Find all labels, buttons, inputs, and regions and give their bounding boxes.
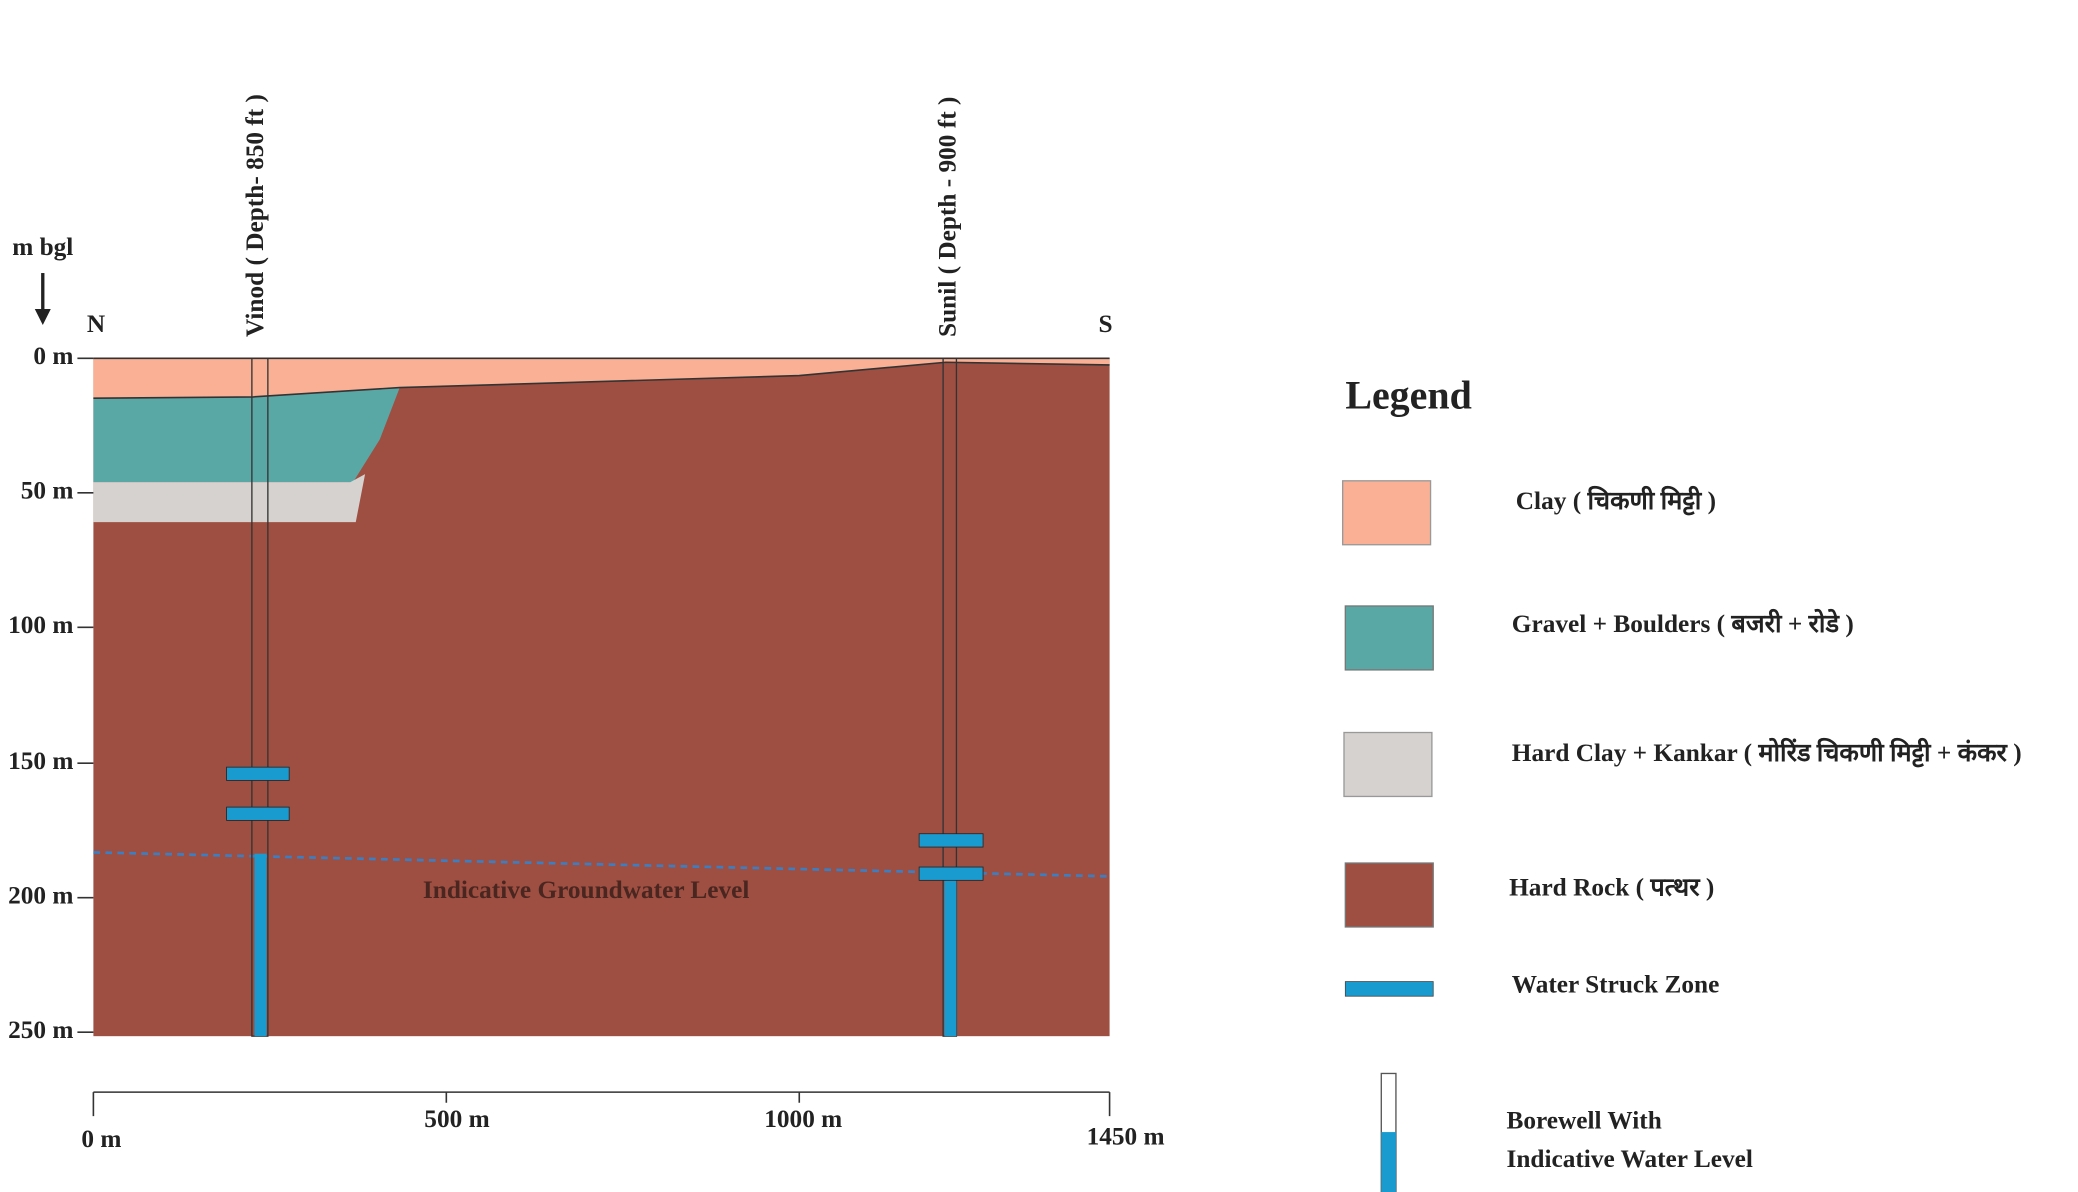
water-struck-zone (226, 766, 290, 781)
groundwater-label: Indicative Groundwater Level (423, 876, 750, 904)
legend-swatch (1344, 862, 1434, 928)
legend: Legend Clay ( चिकणी मिट्टी ) Gravel + Bo… (1341, 373, 2022, 1192)
depth-axis: 0 m 50 m 100 m 150 m 200 m 250 m (8, 342, 94, 1044)
depth-ticks (77, 357, 94, 1033)
scale-bar (92, 1091, 1111, 1117)
depth-label: 0 m (33, 342, 73, 370)
unit-label: m bgl (12, 233, 73, 261)
distance-label: 0 m (81, 1125, 121, 1153)
legend-borewell-water (1381, 1132, 1396, 1192)
hard-clay-layer (93, 474, 366, 523)
distance-label: 500 m (424, 1105, 489, 1133)
legend-label: Borewell With (1506, 1107, 1661, 1135)
depth-label: 50 m (21, 477, 74, 505)
legend-label: Clay ( चिकणी मिट्टी ) (1516, 485, 1716, 516)
south-label: S (1099, 310, 1113, 338)
legend-swatch (1344, 605, 1434, 671)
borehole-label: Vinod ( Depth- 850 ft ) (241, 94, 269, 337)
distance-label: 1450 m (1087, 1123, 1165, 1151)
legend-swatch (1343, 731, 1433, 798)
depth-label: 200 m (8, 881, 73, 909)
depth-arrow-head (34, 308, 51, 325)
water-struck-zone (226, 806, 290, 821)
depth-label: 250 m (8, 1016, 73, 1044)
clay-layer (93, 358, 1110, 399)
distance-scale: 0 m 500 m 1000 m 1450 m (81, 1091, 1165, 1153)
legend-label: Gravel + Boulders ( बजरी + रोडे ) (1512, 608, 1854, 638)
gravel-layer (93, 387, 400, 483)
legend-label: Indicative Water Level (1506, 1145, 1752, 1173)
legend-swatch (1344, 981, 1434, 997)
depth-label: 150 m (8, 747, 73, 775)
legend-label: Hard Rock ( पत्थर ) (1509, 873, 1714, 901)
legend-title: Legend (1345, 373, 1471, 418)
borewell-water (254, 853, 267, 1037)
depth-label: 100 m (8, 611, 73, 639)
water-struck-zone (918, 866, 984, 881)
distance-label: 1000 m (764, 1105, 842, 1133)
legend-label: Water Struck Zone (1512, 971, 1720, 999)
water-struck-zone (918, 833, 984, 848)
legend-label: Hard Clay + Kankar ( मोरिंड चिकणी मिट्टी… (1512, 737, 2022, 768)
layer-boundary (93, 361, 1110, 400)
borehole-label: Sunil ( Depth - 900 ft ) (934, 97, 962, 337)
legend-swatch (1341, 480, 1432, 546)
north-label: N (87, 310, 105, 338)
borewell-water (944, 880, 957, 1037)
